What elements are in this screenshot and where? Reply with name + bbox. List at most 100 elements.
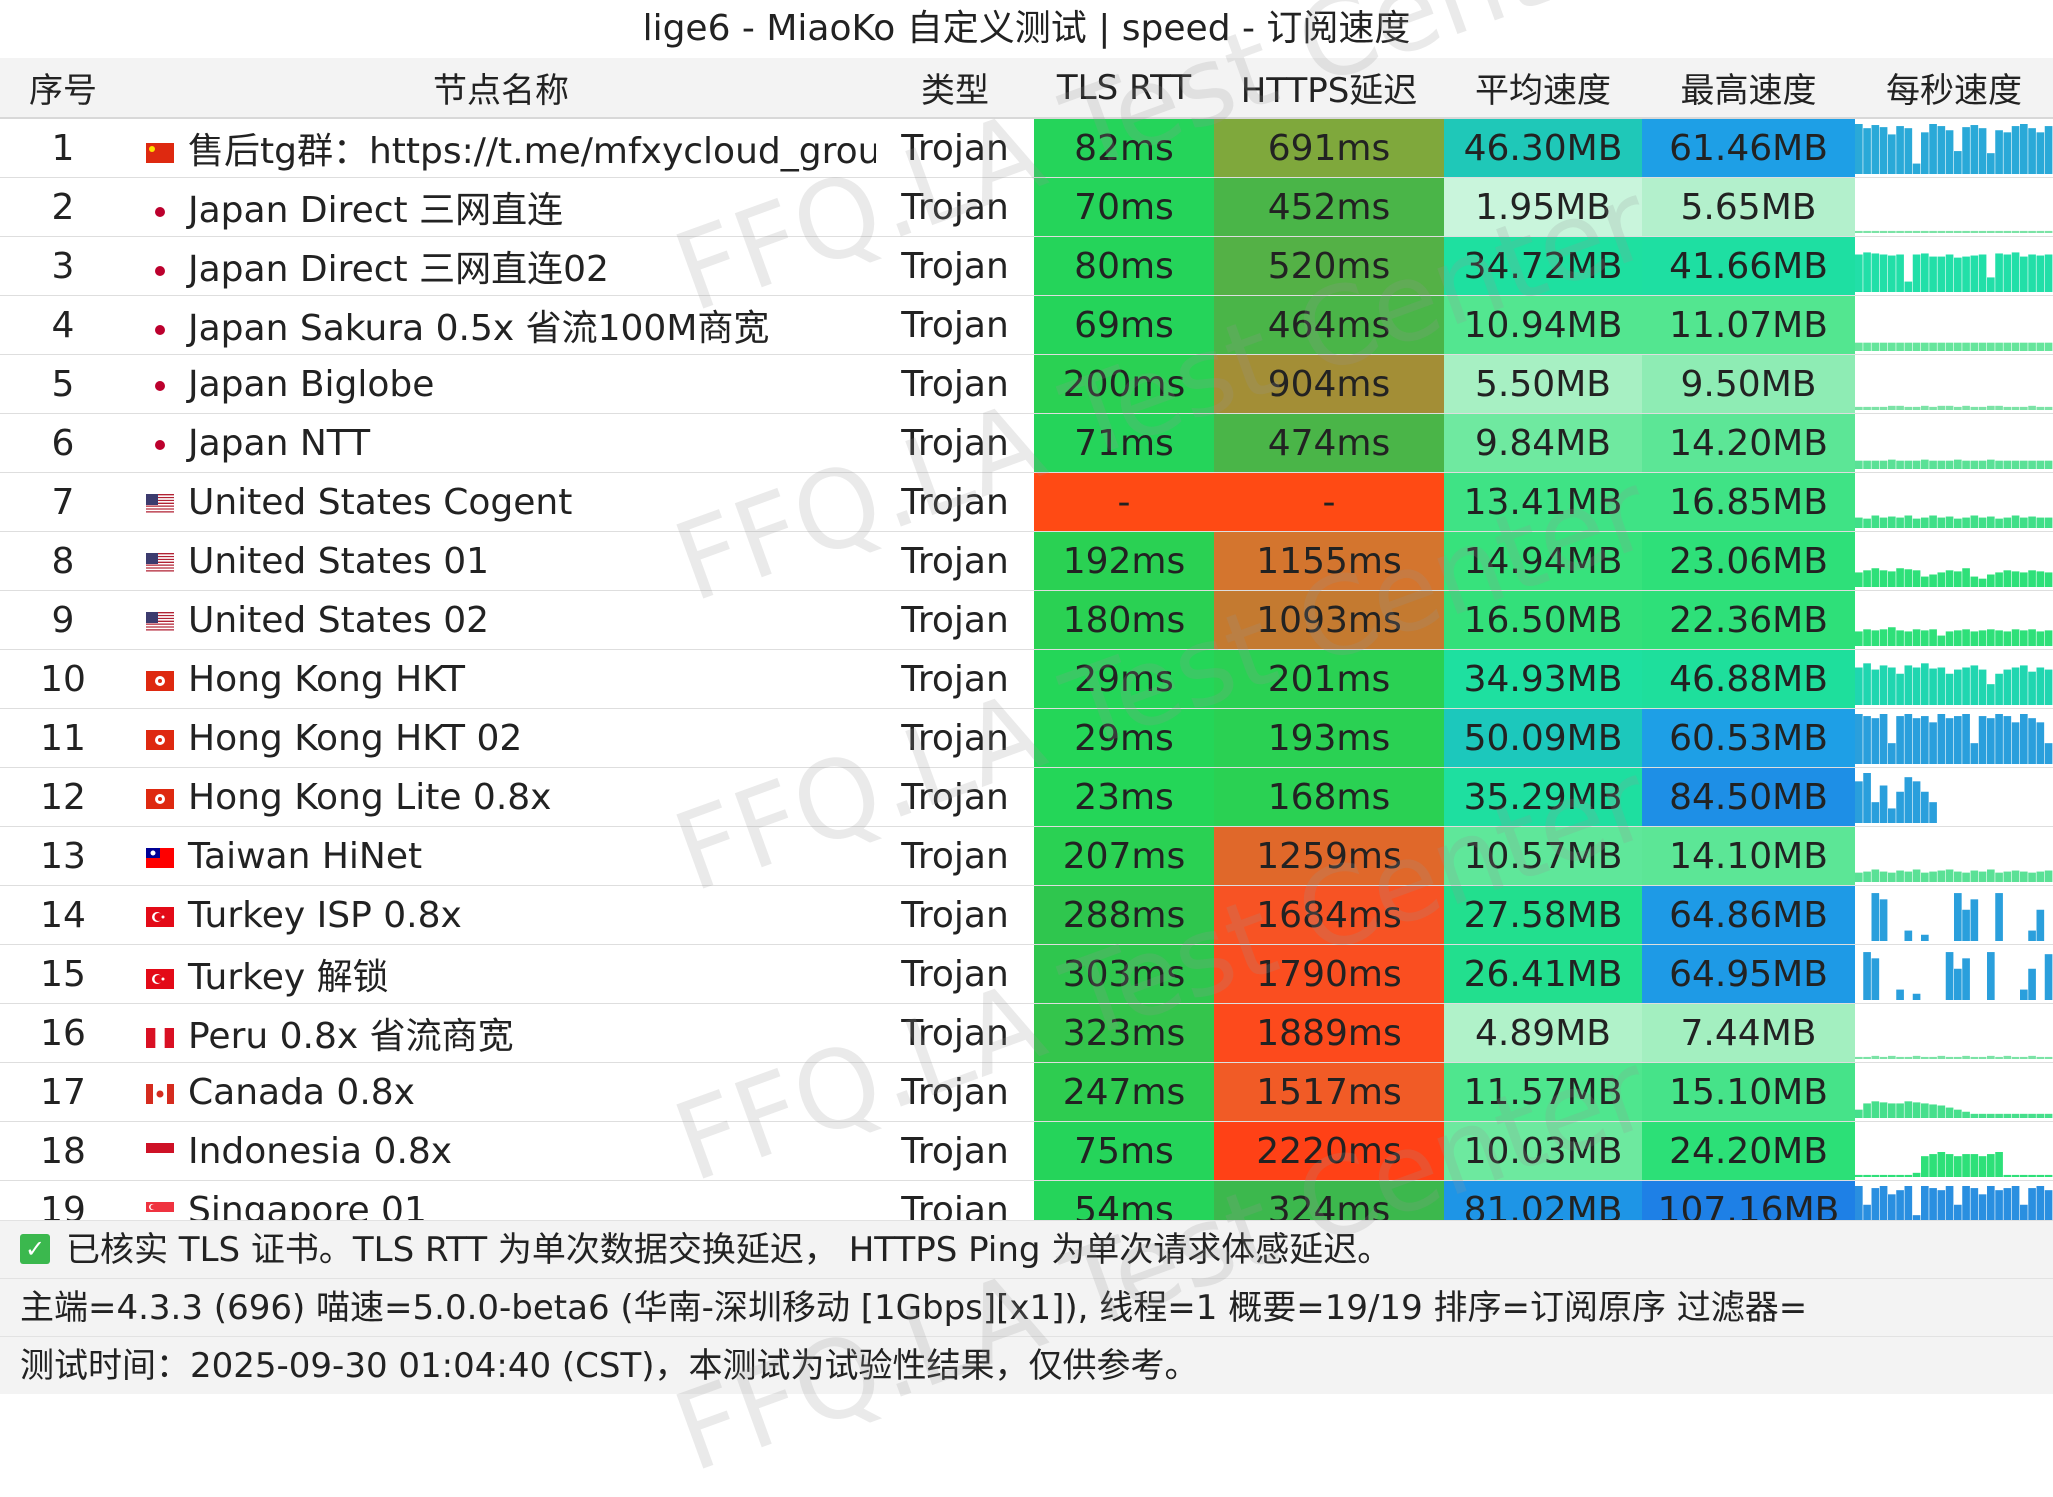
spark-bar <box>2028 342 2036 351</box>
spark-bar <box>2044 669 2053 705</box>
cell-https-latency: 452ms <box>1214 177 1444 237</box>
spark-bar <box>1863 952 1871 1000</box>
cell-per-second-speed <box>1855 590 2053 650</box>
cell-avg-speed: 9.84MB <box>1444 413 1642 473</box>
spark-bar <box>1945 718 1954 764</box>
spark-bar <box>1962 405 1970 410</box>
spark-bar <box>1995 405 2003 410</box>
spark-bar <box>1855 572 1863 587</box>
cell-avg-speed: 5.50MB <box>1444 354 1642 414</box>
node-name-text: Hong Kong HKT 02 <box>188 717 523 759</box>
spark-bar <box>1863 1174 1871 1177</box>
cell-index: 13 <box>0 826 126 886</box>
spark-bar <box>1855 714 1863 764</box>
spark-bar <box>1937 1190 1946 1236</box>
table-row: 10 Hong Kong HKT Trojan 29ms 201ms 34.93MB 46.… <box>0 649 2053 709</box>
cell-https-latency: 1093ms <box>1214 590 1444 650</box>
table-header-row: 序号 节点名称 类型 TLS RTT HTTPS延迟 平均速度 最高速度 每秒速… <box>0 58 2053 119</box>
cell-https-latency: 1684ms <box>1214 885 1444 945</box>
spark-bar <box>2036 909 2045 941</box>
spark-bar <box>2003 460 2012 469</box>
spark-bar <box>2044 743 2053 764</box>
cell-tls-rtt: 80ms <box>1034 236 1214 296</box>
spark-bar <box>1879 665 1888 705</box>
spark-bar <box>1888 134 1896 174</box>
spark-bar <box>1987 1113 1995 1118</box>
spark-bar <box>2044 1113 2053 1118</box>
spark-bar <box>2003 517 2012 528</box>
spark-bar <box>1962 568 1970 587</box>
node-name-text: Turkey ISP 0.8x <box>188 894 462 936</box>
spark-bar <box>2020 1113 2028 1118</box>
spark-bar <box>1879 406 1888 411</box>
cell-per-second-speed <box>1855 1003 2053 1063</box>
spark-bar <box>2036 255 2045 292</box>
spark-bar <box>1921 576 1929 587</box>
spark-bar <box>1937 126 1946 174</box>
spark-bar <box>2020 1056 2028 1059</box>
cell-https-latency: 691ms <box>1214 118 1444 178</box>
spark-bar <box>2011 1056 2020 1059</box>
spark-bar <box>1863 629 1871 646</box>
spark-bar <box>2036 132 2045 174</box>
cell-https-latency: - <box>1214 472 1444 532</box>
cell-https-latency: 201ms <box>1214 649 1444 709</box>
spark-bar <box>1921 872 1929 883</box>
spark-bar <box>1855 1109 1863 1118</box>
cell-https-latency: 904ms <box>1214 354 1444 414</box>
footer-tls-note: ✓ 已核实 TLS 证书。TLS RTT 为单次数据交换延迟， HTTPS Pin… <box>0 1220 2053 1278</box>
cell-https-latency: 1517ms <box>1214 1062 1444 1122</box>
spark-bar <box>1945 230 1954 233</box>
spark-bar <box>1879 1186 1888 1236</box>
spark-bar <box>2003 669 2012 705</box>
cell-max-speed: 15.10MB <box>1642 1062 1855 1122</box>
spark-bar <box>2044 517 2053 528</box>
spark-bar <box>1987 1055 1995 1060</box>
cell-https-latency: 1790ms <box>1214 944 1444 1004</box>
flag-us-icon <box>146 611 174 632</box>
spark-bar <box>1871 893 1880 941</box>
spark-bar <box>1912 718 1921 764</box>
spark-bar <box>1912 1055 1921 1060</box>
cell-index: 12 <box>0 767 126 827</box>
spark-bar <box>1871 125 1880 174</box>
spark-bar <box>1945 952 1954 1000</box>
spark-bar <box>2044 460 2053 469</box>
spark-bar <box>1987 153 1995 174</box>
cell-avg-speed: 46.30MB <box>1444 118 1642 178</box>
spark-bar <box>1995 518 2003 529</box>
spark-bar <box>1888 459 1896 470</box>
table-row: 13 Taiwan HiNet Trojan 207ms 1259ms 10.57MB 14… <box>0 826 2053 886</box>
spark-bar <box>1912 570 1921 587</box>
spark-bar <box>1912 1102 1921 1119</box>
spark-bar <box>1904 128 1913 174</box>
spark-bar <box>2028 460 2036 469</box>
cell-index: 7 <box>0 472 126 532</box>
spark-bar <box>1871 406 1880 411</box>
spark-bar <box>1896 126 1904 174</box>
spark-bar <box>1954 406 1962 411</box>
spark-bar <box>1879 1174 1888 1177</box>
cell-tls-rtt: 29ms <box>1034 708 1214 768</box>
cell-node-name: United States 01 <box>126 531 876 591</box>
spark-bar <box>2003 342 2012 351</box>
cell-per-second-speed <box>1855 413 2053 473</box>
flag-jp-icon <box>146 375 174 396</box>
cell-avg-speed: 10.94MB <box>1444 295 1642 355</box>
node-name-text: 售后tg群：https://t.me/mfxycloud_group <box>188 131 876 172</box>
spark-bar <box>1888 230 1896 233</box>
spark-bar <box>2011 1174 2020 1177</box>
spark-bar <box>1921 1103 1929 1118</box>
spark-bar <box>1871 1055 1880 1060</box>
spark-bar <box>1978 254 1987 292</box>
spark-bar <box>1987 230 1995 233</box>
spark-bar <box>1987 684 1995 705</box>
spark-bar <box>2036 722 2045 764</box>
col-header-type: 类型 <box>876 58 1034 119</box>
spark-bar <box>1937 635 1946 646</box>
spark-bar <box>1855 1186 1863 1236</box>
spark-bar <box>2020 714 2028 764</box>
spark-bar <box>1912 629 1921 646</box>
spark-bar <box>1945 570 1954 587</box>
node-name-text: Indonesia 0.8x <box>188 1130 453 1172</box>
